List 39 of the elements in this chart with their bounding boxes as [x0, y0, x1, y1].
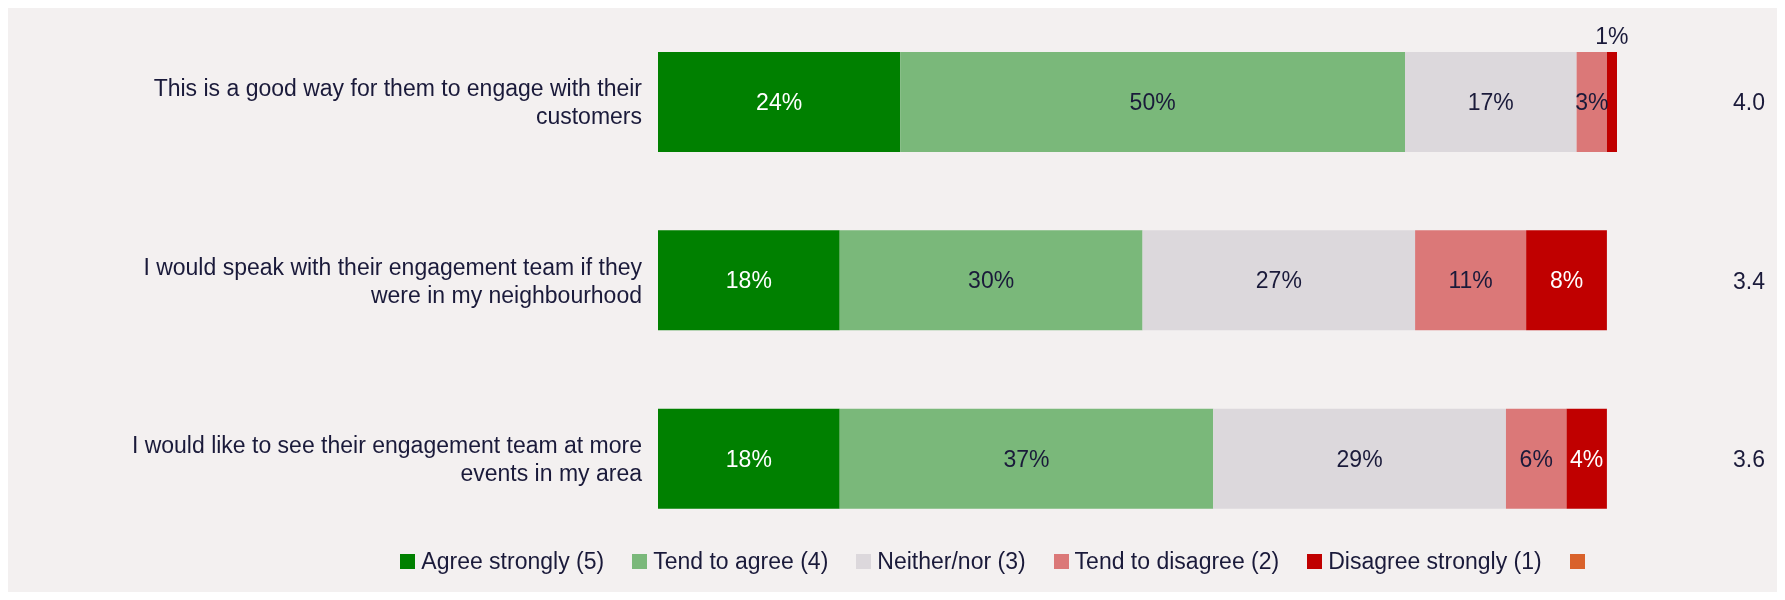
data-label: 6% [1519, 445, 1553, 472]
data-label: 24% [756, 89, 803, 115]
legend-label: Disagree strongly (1) [1328, 548, 1542, 575]
data-label: 27% [1255, 267, 1302, 294]
y-tick-label: This is a good way for them to engage with their customers [153, 75, 643, 130]
bar [1526, 230, 1607, 331]
bar [1405, 52, 1577, 152]
bar [1142, 230, 1416, 331]
legend-label: Tend to disagree (2) [1074, 548, 1280, 575]
text: 4.0 [1733, 89, 1765, 116]
data-label: 1% [1595, 23, 1629, 49]
bar [1415, 230, 1527, 331]
data-label: 29% [1336, 445, 1383, 472]
legend-label: Tend to agree (4) [653, 548, 829, 575]
data-label: 37% [1003, 445, 1050, 472]
bar [1606, 52, 1617, 152]
y-tick-label: I would speak with their engagement team if they were in my neighbourhood [143, 253, 643, 308]
bar [1566, 408, 1607, 509]
bar [1213, 408, 1506, 509]
data-label: 18% [725, 267, 772, 294]
bar [1505, 408, 1567, 509]
bar [658, 408, 840, 509]
bar [900, 52, 1406, 152]
data-label: 17% [1467, 89, 1514, 115]
data-label: 11% [1448, 267, 1493, 294]
bar [658, 52, 901, 152]
data-label: 50% [1129, 89, 1176, 115]
bar [839, 408, 1214, 509]
legend-label: Agree strongly (5) [421, 548, 605, 575]
bar [658, 230, 840, 331]
bar [839, 230, 1143, 331]
text: 3.4 [1733, 267, 1766, 294]
data-label: 8% [1549, 267, 1584, 294]
data-label: 4% [1570, 445, 1604, 472]
data-label: 30% [968, 267, 1015, 294]
y-tick-label: I would like to see their engagement team at more events in my area [131, 431, 643, 486]
legend-label: Neither/nor (3) [877, 548, 1026, 575]
text: 3.6 [1733, 445, 1765, 472]
data-label: 18% [725, 445, 772, 472]
